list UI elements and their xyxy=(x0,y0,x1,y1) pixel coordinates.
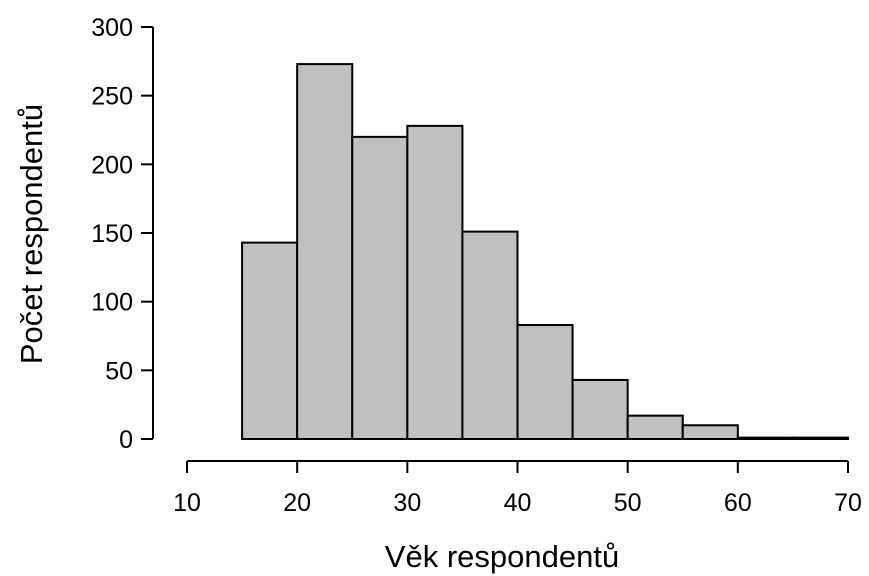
histogram-bar-40-45 xyxy=(516,324,574,440)
y-tick-label-150: 150 xyxy=(91,220,133,248)
histogram-bar-30-35 xyxy=(406,124,464,440)
x-tick-label-50: 50 xyxy=(614,489,642,517)
y-tick-label-100: 100 xyxy=(91,289,133,317)
x-axis-title: Věk respondentů xyxy=(385,539,619,574)
histogram-bar-20-25 xyxy=(296,63,354,441)
y-tick-label-250: 250 xyxy=(91,83,133,111)
histogram-bar-50-55 xyxy=(626,414,684,440)
x-tick-label-20: 20 xyxy=(283,489,311,517)
bars-group xyxy=(241,63,850,441)
x-tick-label-40: 40 xyxy=(504,489,532,517)
y-tick-label-300: 300 xyxy=(91,14,133,42)
x-tick-label-60: 60 xyxy=(724,489,752,517)
x-tick-label-30: 30 xyxy=(393,489,421,517)
y-axis-title: Počet respondentů xyxy=(14,104,49,364)
x-tick-label-70: 70 xyxy=(834,489,862,517)
histogram-bar-15-20 xyxy=(241,241,299,440)
y-tick-label-50: 50 xyxy=(105,357,133,385)
histogram-bar-45-50 xyxy=(571,378,629,440)
histogram-bar-55-60 xyxy=(681,424,739,440)
histogram-bar-35-40 xyxy=(461,230,519,440)
x-tick-label-10: 10 xyxy=(173,489,201,517)
y-axis: 0 50 100 150 200 250 300 xyxy=(91,14,154,454)
y-tick-label-200: 200 xyxy=(91,151,133,179)
histogram-bar-65-70 xyxy=(791,436,850,441)
histogram-bar-60-65 xyxy=(736,436,794,441)
x-axis: 10 20 30 40 50 60 70 xyxy=(173,460,862,517)
histogram-bar-25-30 xyxy=(351,135,409,440)
y-tick-label-0: 0 xyxy=(119,426,133,454)
